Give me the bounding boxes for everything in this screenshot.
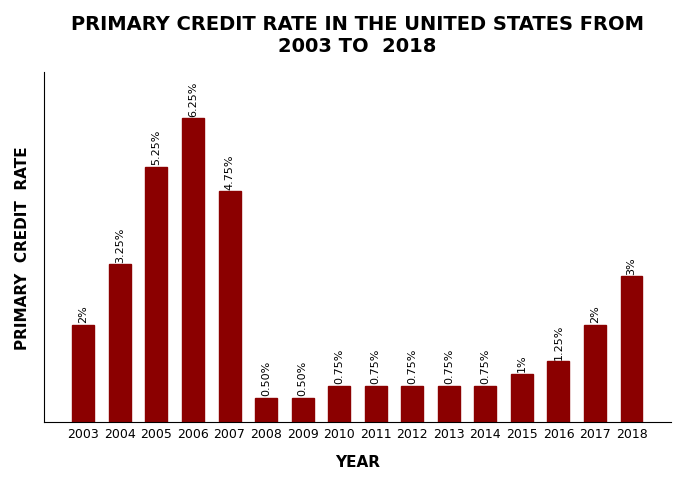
Text: 2%: 2% [590,305,600,323]
Bar [219,192,241,423]
Bar [73,325,94,423]
Text: 0.75%: 0.75% [334,348,344,383]
Text: 0.75%: 0.75% [407,348,417,383]
Text: 0.75%: 0.75% [444,348,454,383]
X-axis label: YEAR: YEAR [335,454,380,469]
Bar [475,386,496,423]
Bar [438,386,460,423]
Text: 0.50%: 0.50% [261,361,271,395]
Bar [547,362,569,423]
Text: 6.25%: 6.25% [188,81,198,116]
Bar [109,265,131,423]
Bar [255,398,277,423]
Bar [145,167,167,423]
Text: 1.25%: 1.25% [554,324,563,359]
Text: 2%: 2% [78,305,88,323]
Bar [621,277,643,423]
Text: 3%: 3% [626,257,637,274]
Text: 5.25%: 5.25% [152,130,161,165]
Bar [182,119,204,423]
Text: 0.75%: 0.75% [370,348,381,383]
Bar [328,386,350,423]
Bar [584,325,606,423]
Text: 0.50%: 0.50% [298,361,307,395]
Text: 3.25%: 3.25% [115,227,125,262]
Bar [292,398,314,423]
Y-axis label: PRIMARY  CREDIT  RATE: PRIMARY CREDIT RATE [15,146,30,349]
Bar [511,374,533,423]
Text: 4.75%: 4.75% [224,154,235,189]
Bar [401,386,423,423]
Text: 1%: 1% [517,354,527,371]
Title: PRIMARY CREDIT RATE IN THE UNITED STATES FROM
2003 TO  2018: PRIMARY CREDIT RATE IN THE UNITED STATES… [71,15,644,56]
Text: 0.75%: 0.75% [480,348,490,383]
Bar [365,386,387,423]
